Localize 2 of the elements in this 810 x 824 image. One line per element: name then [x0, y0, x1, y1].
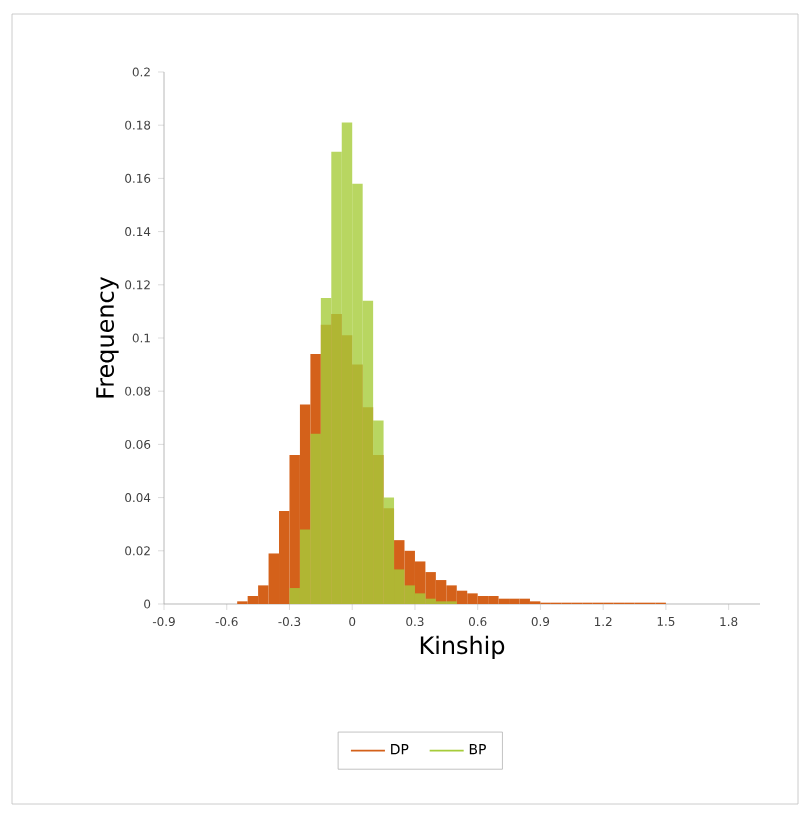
x-axis-title: Kinship: [420, 635, 505, 659]
y-axis-title: Frequency: [96, 276, 119, 398]
